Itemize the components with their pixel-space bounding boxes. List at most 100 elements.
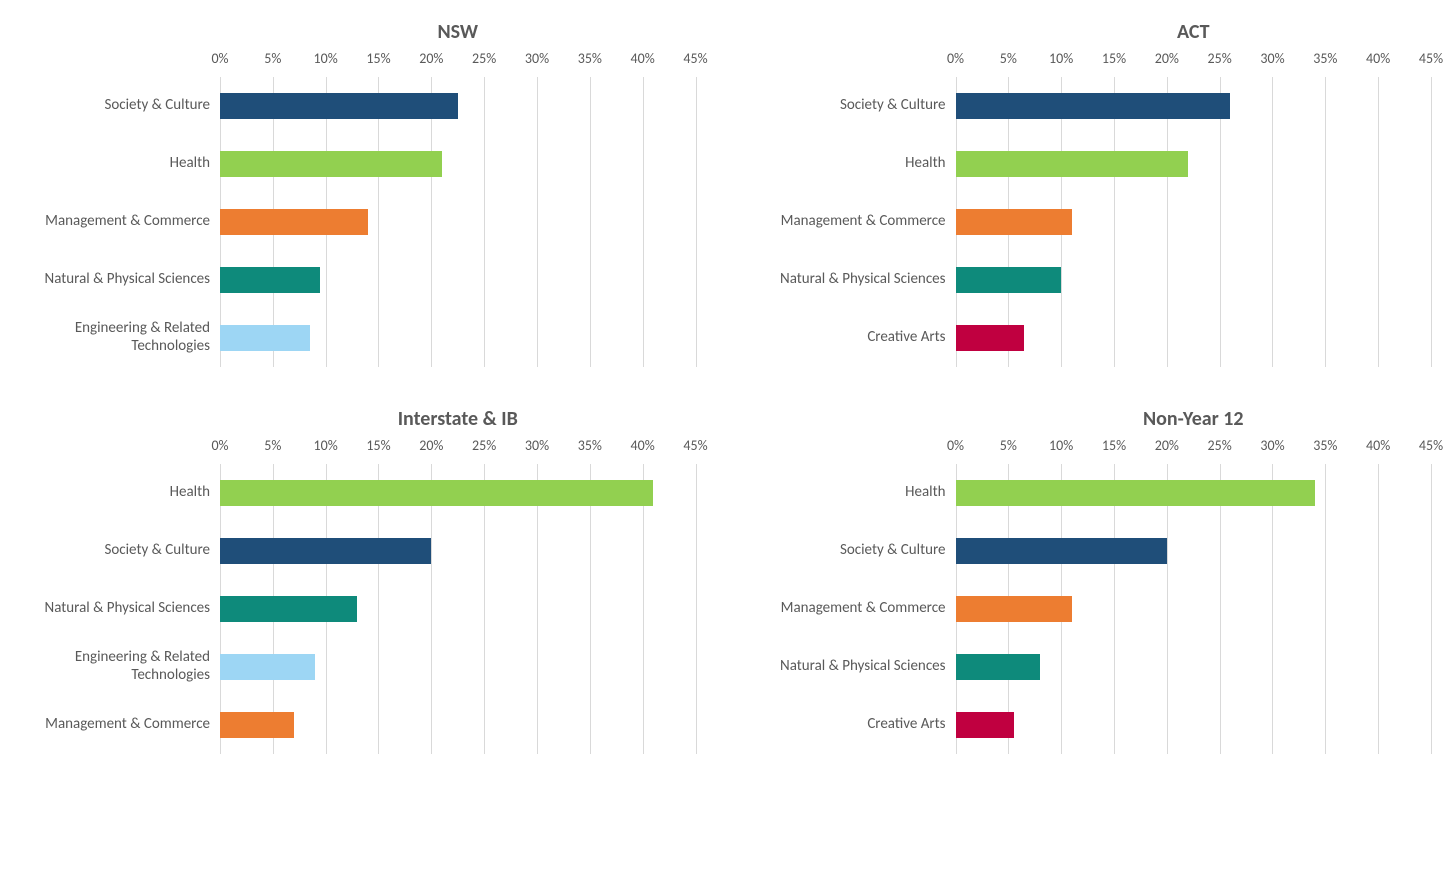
x-tick-label: 0% xyxy=(211,437,228,454)
charts-grid: NSW 0% 5% 10% 15% 20% 25% 30% 35% 40% 45% Society… xyxy=(20,20,1431,754)
bar xyxy=(220,596,357,622)
y-axis-label: Management & Commerce xyxy=(756,579,956,637)
bar xyxy=(956,712,1014,738)
x-tick-label: 10% xyxy=(1049,437,1073,454)
bar-slot xyxy=(956,522,1432,580)
y-axis-labels: Society & CultureHealthManagement & Comm… xyxy=(756,76,956,366)
plot-area xyxy=(220,463,696,754)
x-tick-label: 30% xyxy=(1260,437,1284,454)
x-tick-label: 25% xyxy=(1208,437,1232,454)
bar xyxy=(220,712,294,738)
chart-title: ACT xyxy=(756,20,1432,44)
x-axis-ticks: 0%5%10%15%20%25%30%35%40%45% xyxy=(220,50,696,68)
x-tick-label: 40% xyxy=(631,437,655,454)
y-axis-label: Health xyxy=(756,463,956,521)
chart-title: NSW xyxy=(20,20,696,44)
x-tick-label: 30% xyxy=(525,437,549,454)
x-tick-label: 25% xyxy=(472,437,496,454)
chart-title: Non-Year 12 xyxy=(756,407,1432,431)
chart-interstate-ib: Interstate & IB 0%5%10%15%20%25%30%35%40… xyxy=(20,407,696,754)
x-tick-label: 5% xyxy=(264,50,281,67)
y-axis-labels: HealthSociety & CultureManagement & Comm… xyxy=(756,463,956,753)
x-tick-label: 30% xyxy=(1260,50,1284,67)
bar xyxy=(956,209,1072,235)
bar xyxy=(220,538,431,564)
x-tick-label: 45% xyxy=(683,437,707,454)
bar xyxy=(956,93,1231,119)
bar-slot xyxy=(220,77,696,135)
y-axis-label: Engineering & Related Technologies xyxy=(20,308,220,366)
x-tick-label: 20% xyxy=(1155,437,1179,454)
x-tick-label: 10% xyxy=(1049,50,1073,67)
chart-act: ACT 0%5%10%15%20%25%30%35%40%45% Society… xyxy=(756,20,1432,367)
bar-slot xyxy=(956,251,1432,309)
x-tick-label: 0% xyxy=(947,437,964,454)
bar xyxy=(956,151,1188,177)
x-tick-label: 35% xyxy=(1313,437,1337,454)
bar-slot xyxy=(220,696,696,754)
bar xyxy=(220,325,310,351)
bars-container xyxy=(956,464,1432,754)
chart-title: Interstate & IB xyxy=(20,407,696,431)
x-tick-label: 20% xyxy=(419,437,443,454)
bar xyxy=(220,151,442,177)
x-axis: 0%5%10%15%20%25%30%35%40%45% xyxy=(756,437,1432,455)
x-tick-label: 30% xyxy=(525,50,549,67)
y-axis-label: Natural & Physical Sciences xyxy=(20,579,220,637)
x-tick-label: 25% xyxy=(1208,50,1232,67)
gridline xyxy=(696,464,697,754)
y-axis-label: Management & Commerce xyxy=(756,192,956,250)
y-axis-label: Health xyxy=(20,463,220,521)
x-tick-label: 20% xyxy=(1155,50,1179,67)
x-tick-label: 15% xyxy=(1102,437,1126,454)
y-axis-label: Society & Culture xyxy=(756,76,956,134)
bar xyxy=(220,93,458,119)
x-axis: 0%5%10%15%20%25%30%35%40%45% xyxy=(756,50,1432,68)
bar xyxy=(956,538,1167,564)
y-axis-label: Management & Commerce xyxy=(20,192,220,250)
y-axis-labels: HealthSociety & CultureNatural & Physica… xyxy=(20,463,220,753)
bar-slot xyxy=(220,135,696,193)
y-axis-label: Natural & Physical Sciences xyxy=(756,637,956,695)
bar-slot xyxy=(220,580,696,638)
x-axis-ticks: 0%5%10%15%20%25%30%35%40%45% xyxy=(956,437,1432,455)
bar-slot xyxy=(956,309,1432,367)
x-tick-label: 15% xyxy=(366,50,390,67)
bars-container xyxy=(220,77,696,367)
bar xyxy=(956,480,1315,506)
plot-area xyxy=(956,463,1432,754)
bar-slot xyxy=(956,135,1432,193)
bar-slot xyxy=(220,638,696,696)
x-tick-label: 40% xyxy=(631,50,655,67)
bar-slot xyxy=(220,193,696,251)
bar xyxy=(956,654,1041,680)
bar xyxy=(956,325,1025,351)
y-axis-label: Natural & Physical Sciences xyxy=(20,250,220,308)
bar-slot xyxy=(956,580,1432,638)
bar xyxy=(220,480,653,506)
bar xyxy=(956,267,1062,293)
bar-slot xyxy=(220,309,696,367)
x-axis-ticks: 0%5%10%15%20%25%30%35%40%45% xyxy=(220,437,696,455)
x-tick-label: 35% xyxy=(578,437,602,454)
x-tick-label: 40% xyxy=(1366,437,1390,454)
y-axis-label: Society & Culture xyxy=(20,76,220,134)
y-axis-label: Creative Arts xyxy=(756,308,956,366)
x-tick-label: 45% xyxy=(1419,50,1443,67)
gridline xyxy=(696,77,697,367)
x-tick-label: 10% xyxy=(314,50,338,67)
x-axis: 0%5%10%15%20%25%30%35%40%45% xyxy=(20,437,696,455)
x-tick-label: 0% xyxy=(947,50,964,67)
bar-slot xyxy=(220,464,696,522)
x-tick-label: 25% xyxy=(472,50,496,67)
x-tick-label: 20% xyxy=(419,50,443,67)
bar-slot xyxy=(956,638,1432,696)
x-tick-label: 45% xyxy=(1419,437,1443,454)
x-tick-label: 10% xyxy=(314,437,338,454)
chart-nsw: NSW 0%5%10%15%20%25%30%35%40%45% Society… xyxy=(20,20,696,367)
plot-area xyxy=(220,76,696,367)
bar-slot xyxy=(220,522,696,580)
x-axis: 0%5%10%15%20%25%30%35%40%45% xyxy=(20,50,696,68)
x-axis-ticks: 0%5%10%15%20%25%30%35%40%45% xyxy=(956,50,1432,68)
bar-slot xyxy=(220,251,696,309)
